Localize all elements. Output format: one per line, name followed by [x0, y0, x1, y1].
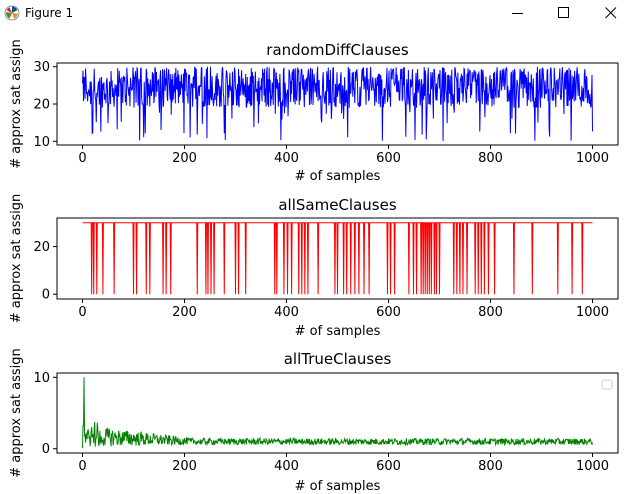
minimize-button[interactable]	[495, 0, 541, 26]
x-axis-label: # of samples	[295, 479, 381, 494]
figure-canvas: 0 200 400 600 800 1000102030randomDiffClauses…	[9, 39, 619, 494]
y-tick-label: 10	[33, 371, 50, 386]
x-tick-label: 1000	[576, 305, 609, 320]
subplot-title: randomDiffClauses	[266, 41, 409, 59]
subplot-title: allSameClauses	[278, 196, 396, 214]
y-tick-label: 20	[33, 240, 50, 255]
x-tick-label: 1000	[576, 151, 609, 166]
subplot-title: allTrueClauses	[284, 350, 392, 368]
subplot-2: 0 200 400 600 800 1000 0 20 allSameClauses # of s…	[9, 194, 619, 339]
x-tick-label: 400	[274, 151, 299, 166]
x-tick-label: 600	[376, 151, 401, 166]
y-tick-label: 10	[33, 135, 50, 150]
y-axis-label: # approx sat assign	[9, 194, 24, 324]
x-axis-label: # of samples	[295, 324, 381, 339]
x-tick-label: 0	[78, 459, 86, 474]
maximize-button[interactable]	[541, 0, 587, 26]
x-axis-label: # of samples	[295, 169, 381, 184]
close-icon	[605, 7, 617, 19]
y-tick-label: 0	[42, 442, 50, 457]
y-axis-label: # approx sat assign	[9, 348, 24, 478]
series-line	[82, 66, 593, 141]
x-tick-label: 200	[172, 305, 197, 320]
y-tick-label: 30	[33, 60, 50, 75]
x-tick-label: 600	[376, 305, 401, 320]
axes-frame	[56, 217, 619, 300]
x-tick-label: 0	[78, 151, 86, 166]
x-tick-label: 400	[274, 459, 299, 474]
subplot-3: 0 200 400 600 800 1000 0 10 allTrueClauses # of s…	[9, 348, 619, 494]
x-tick-label: 800	[478, 305, 503, 320]
legend-box	[601, 379, 613, 390]
window-title: Figure 1	[25, 6, 74, 20]
y-tick-label: 20	[33, 98, 50, 113]
x-tick-label: 800	[478, 151, 503, 166]
x-tick-label: 200	[172, 459, 197, 474]
close-button[interactable]	[588, 0, 630, 26]
minimize-icon	[512, 13, 523, 14]
x-tick-label: 1000	[576, 459, 609, 474]
x-tick-label: 600	[376, 459, 401, 474]
series-line	[82, 377, 593, 449]
y-axis-label: # approx sat assign	[9, 39, 24, 169]
window-titlebar: Figure 1	[0, 0, 630, 26]
x-tick-label: 0	[78, 305, 86, 320]
x-tick-label: 200	[172, 151, 197, 166]
series-line	[82, 222, 593, 295]
axes-frame	[56, 372, 619, 454]
matplotlib-app-icon	[4, 5, 20, 21]
x-tick-label: 400	[274, 305, 299, 320]
x-tick-label: 800	[478, 459, 503, 474]
subplot-1: 0 200 400 600 800 1000 10 20 30 randomDiffClauses…	[9, 39, 619, 184]
y-tick-label: 0	[42, 288, 50, 303]
maximize-icon	[558, 7, 569, 18]
